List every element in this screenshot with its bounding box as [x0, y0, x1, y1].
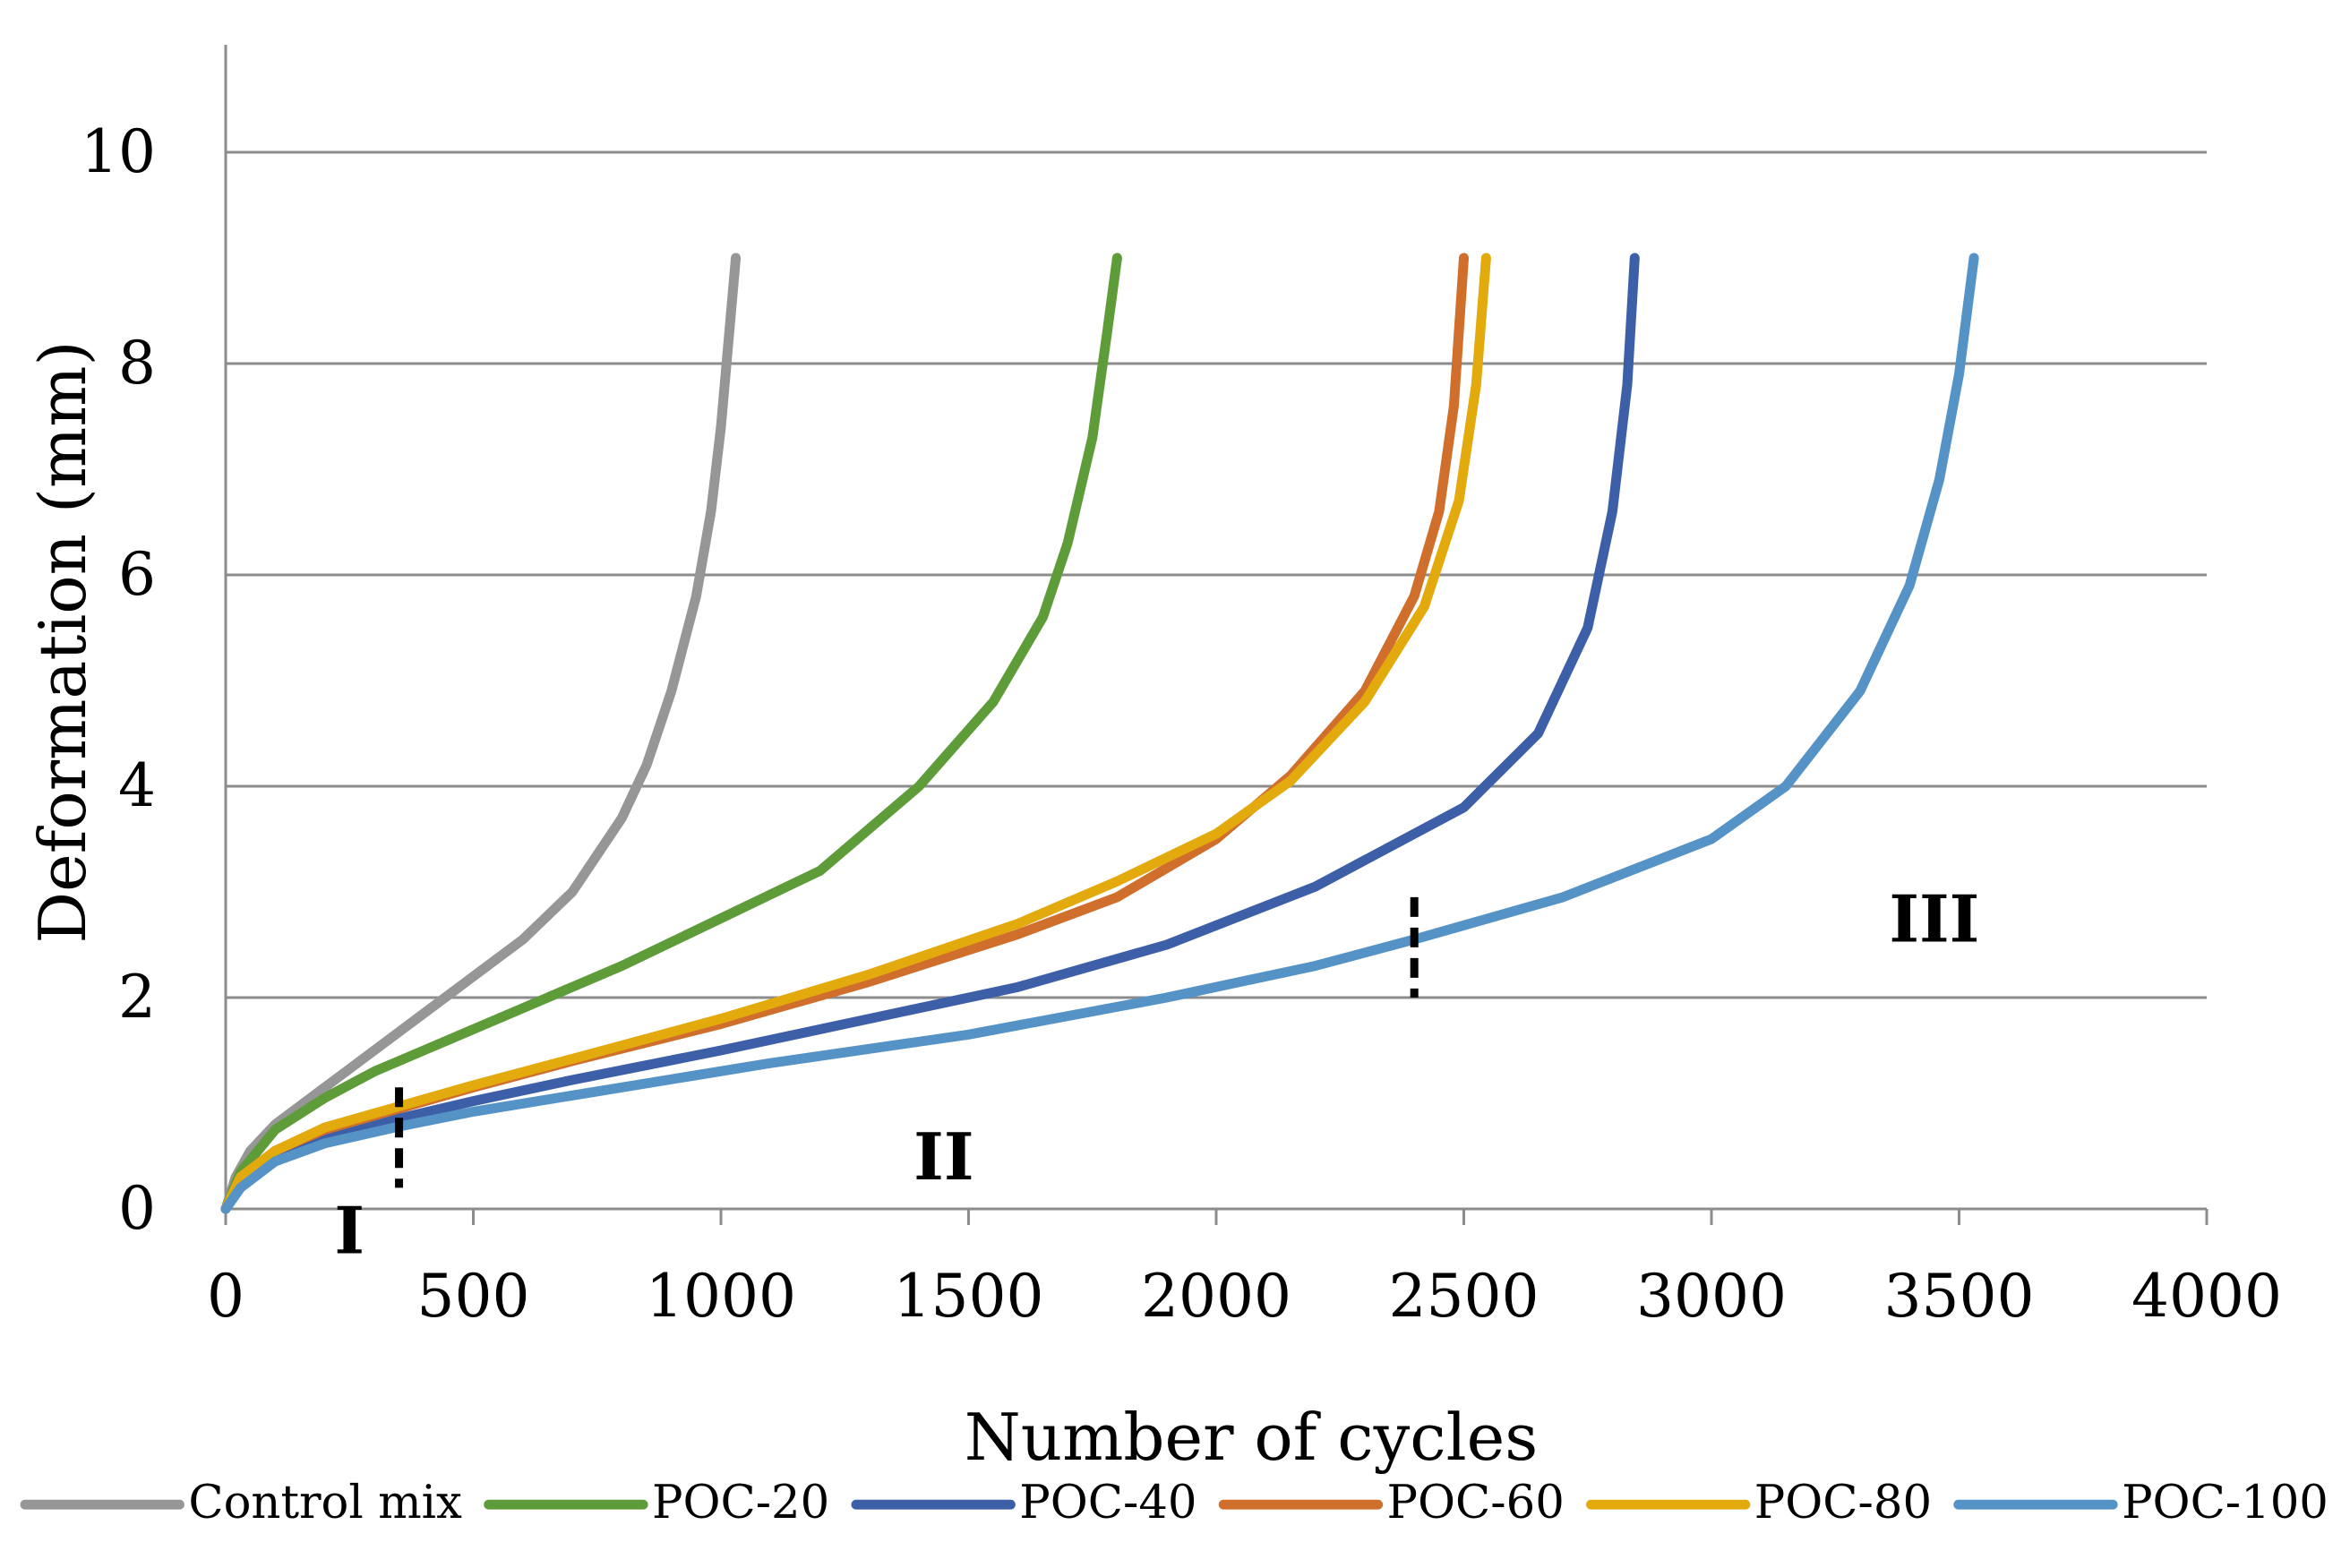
y-tick-label: 6 [118, 540, 156, 609]
x-tick-labels: 0 500 1000 1500 2000 2500 3000 3500 4000 [207, 1209, 2282, 1331]
y-tick-label: 2 [118, 963, 156, 1032]
y-axis-title: Deformation (mm) [25, 340, 100, 943]
phase-label: II [913, 1118, 973, 1195]
y-tick-label: 0 [118, 1174, 156, 1243]
x-tick-label: 2500 [1389, 1262, 1540, 1331]
legend-label-poc-20: POC-20 [652, 1476, 829, 1529]
x-tick-label: 500 [417, 1262, 530, 1331]
series-line-poc-20 [220, 253, 1122, 1214]
x-tick-label: 3000 [1636, 1262, 1787, 1331]
series-lines [220, 253, 1979, 1214]
series-line-poc-80 [220, 253, 1491, 1214]
phase-dividers [395, 896, 1419, 1188]
grid-lines [226, 150, 2207, 999]
legend-label-poc-100: POC-100 [2122, 1476, 2329, 1529]
x-tick-label: 4000 [2131, 1262, 2282, 1331]
series-line-poc-100 [220, 253, 1979, 1214]
phase-label: III [1889, 881, 1979, 957]
x-tick-label: 2000 [1141, 1262, 1291, 1331]
series-line-poc-40 [220, 253, 1640, 1214]
legend-label-poc-60: POC-60 [1387, 1476, 1565, 1529]
x-tick-label: 1500 [894, 1262, 1044, 1331]
x-tick-label: 0 [207, 1262, 244, 1331]
x-axis-title: Number of cycles [965, 1400, 1538, 1475]
legend-label-control-mix: Control mix [188, 1476, 462, 1529]
phase-label: I [334, 1193, 365, 1269]
y-tick-label: 10 [81, 117, 156, 186]
legend-label-poc-40: POC-40 [1019, 1476, 1196, 1529]
y-tick-labels: 0 2 4 6 8 10 [81, 117, 156, 1243]
legend-label-poc-80: POC-80 [1754, 1476, 1932, 1529]
y-tick-label: 4 [118, 751, 156, 820]
series-line-poc-60 [220, 253, 1469, 1214]
y-tick-label: 8 [118, 329, 156, 398]
x-tick-label: 3500 [1884, 1262, 2035, 1331]
axes [224, 45, 2207, 1211]
legend: Control mix POC-20 POC-40 POC-60 POC-80 POC-1… [20, 1476, 2329, 1529]
x-tick-label: 1000 [646, 1262, 796, 1331]
